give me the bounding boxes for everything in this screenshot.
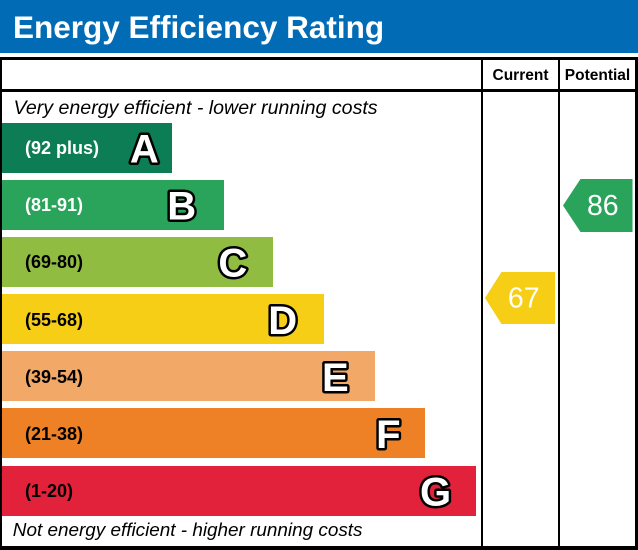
svg-text:E: E — [322, 356, 349, 400]
svg-text:D: D — [268, 299, 297, 343]
svg-text:86: 86 — [587, 190, 619, 222]
svg-text:F: F — [376, 413, 400, 457]
svg-text:C: C — [218, 242, 247, 286]
svg-text:B: B — [167, 185, 196, 229]
svg-text:A: A — [130, 127, 159, 171]
svg-text:67: 67 — [508, 283, 540, 315]
svg-text:G: G — [420, 470, 451, 514]
